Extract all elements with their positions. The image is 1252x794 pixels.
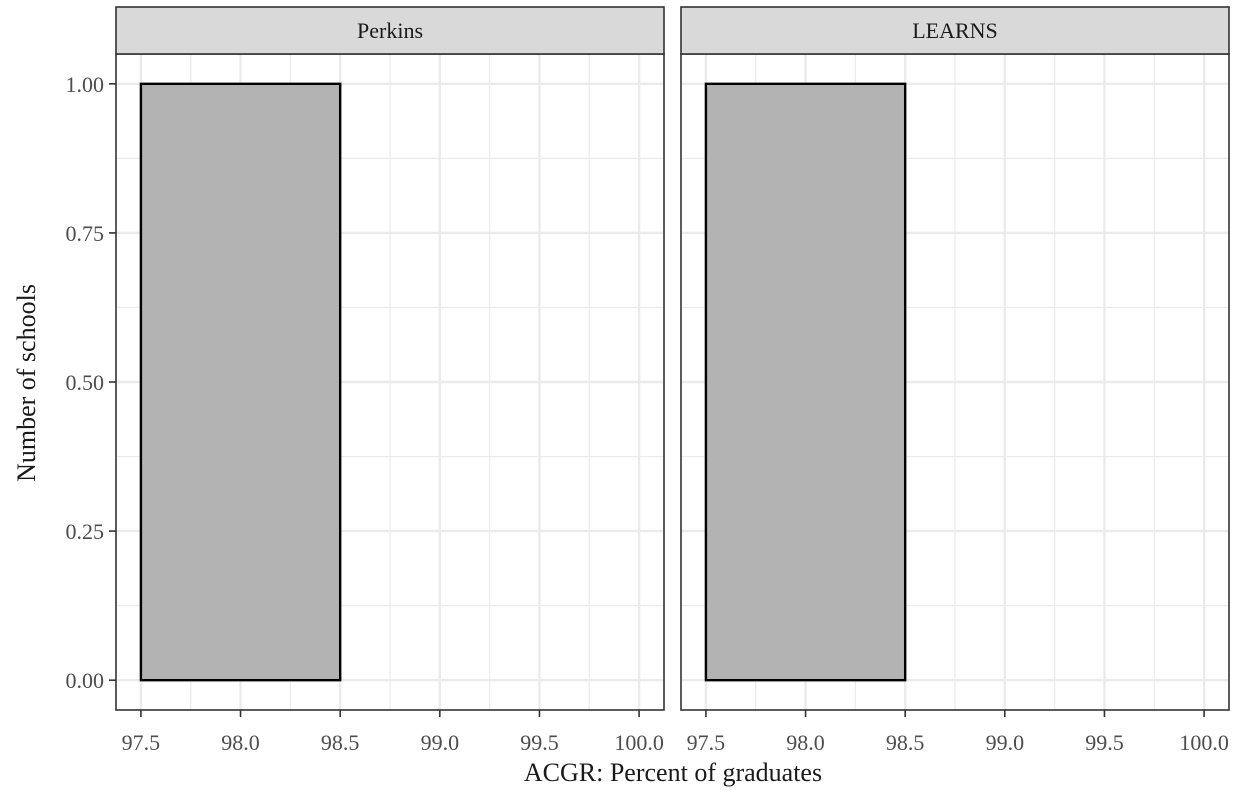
y-tick-label: 0.75 [66, 221, 105, 246]
y-tick-label: 0.00 [66, 668, 105, 693]
x-tick-label: 98.5 [321, 730, 360, 755]
x-tick-label: 99.5 [520, 730, 559, 755]
x-tick-label: 98.5 [886, 730, 925, 755]
x-tick-label: 97.5 [122, 730, 161, 755]
x-tick-label: 99.0 [421, 730, 460, 755]
y-axis-label: Number of schools [12, 284, 41, 482]
facet-panel: Perkins 97.5 98.0 98.5 99.0 99.5 100.0 0.00 0.25… [66, 7, 665, 755]
facet-panel: LEARNS 97.5 98.0 98.5 99.0 99.5 100.0 [681, 7, 1229, 755]
x-tick-label: 99.5 [1085, 730, 1124, 755]
x-tick-label: 98.0 [786, 730, 825, 755]
facet-strip-label: Perkins [357, 18, 423, 43]
facet-strip-label: LEARNS [912, 18, 998, 43]
y-tick-label: 0.50 [66, 370, 105, 395]
x-tick-label: 97.5 [687, 730, 726, 755]
x-tick-label: 98.0 [221, 730, 260, 755]
y-tick-label: 0.25 [66, 519, 105, 544]
x-tick-label: 100.0 [614, 730, 664, 755]
facets: Perkins 97.5 98.0 98.5 99.0 99.5 100.0 0.00 0.25… [66, 7, 1230, 755]
x-axis-label: ACGR: Percent of graduates [524, 758, 822, 787]
histogram-bar [706, 84, 905, 680]
y-tick-label: 1.00 [66, 72, 105, 97]
x-tick-label: 99.0 [986, 730, 1025, 755]
x-tick-label: 100.0 [1179, 730, 1229, 755]
histogram-bar [141, 84, 340, 680]
